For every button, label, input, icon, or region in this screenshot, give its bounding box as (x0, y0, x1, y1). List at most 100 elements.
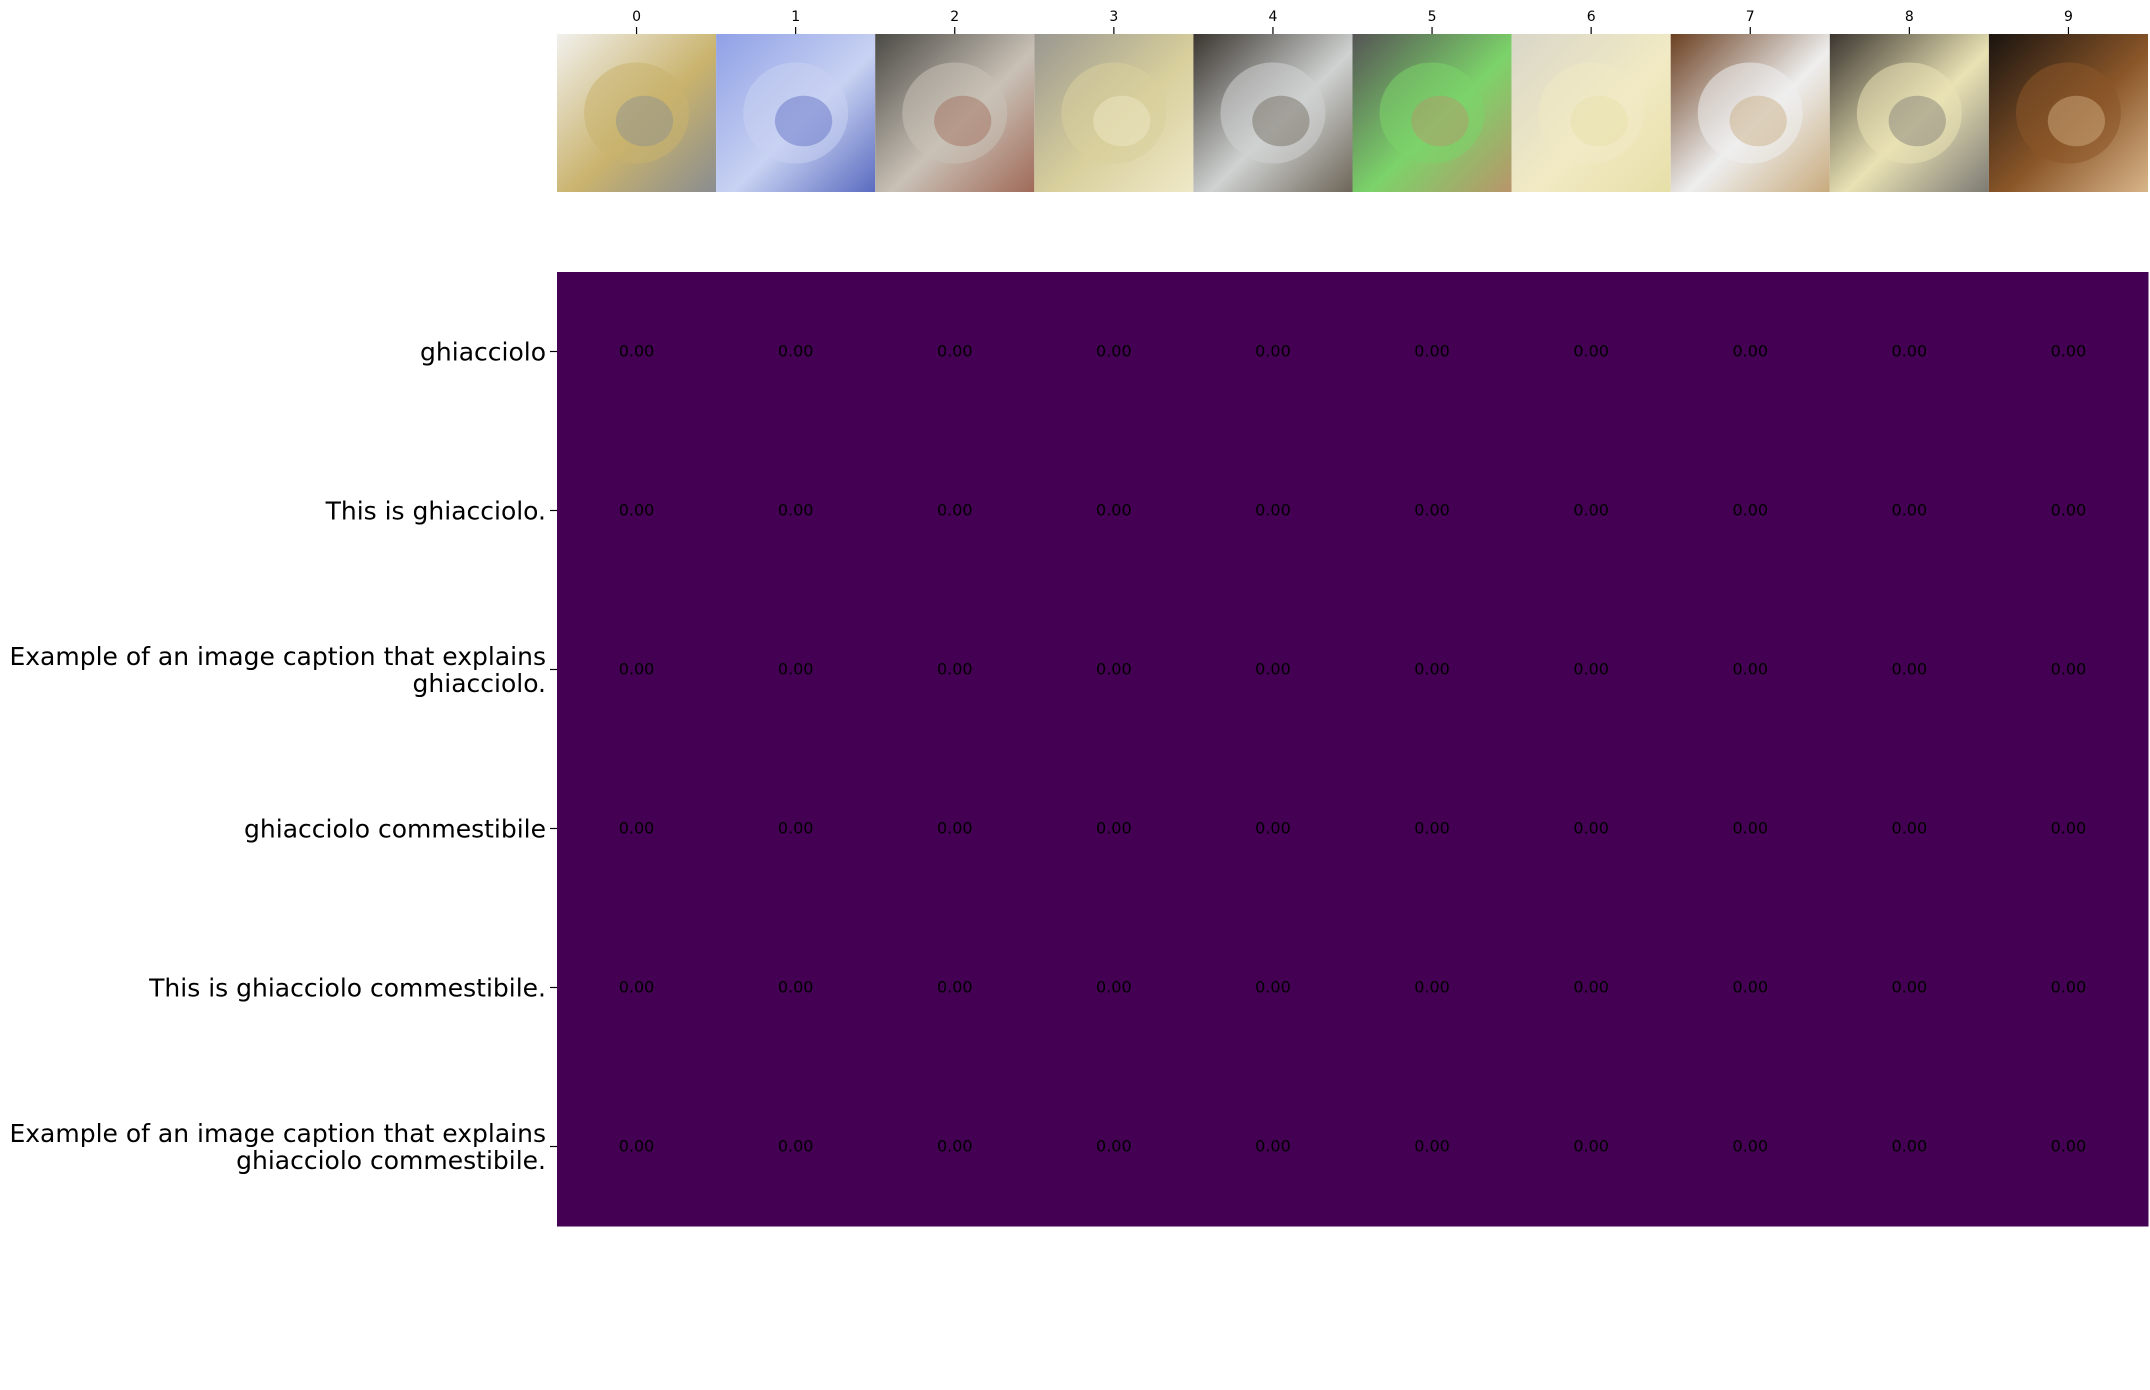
heatmap-cell (1988, 590, 2149, 750)
heatmap-cell (1352, 431, 1513, 591)
heatmap-cell (1670, 908, 1831, 1068)
heatmap-cell (716, 749, 876, 909)
cell-value-label: 0.00 (1096, 1137, 1132, 1156)
cell-value-label: 0.00 (1255, 819, 1291, 838)
y-tick-label: This is ghiacciolo. (325, 497, 546, 526)
x-tick-label: 5 (1428, 9, 1437, 25)
cell-value-label: 0.00 (1255, 660, 1291, 679)
cell-value-label: 0.00 (1096, 660, 1132, 679)
heatmap-cell (875, 749, 1035, 909)
heatmap-cell (1352, 590, 1513, 750)
cell-value-label: 0.00 (1414, 1137, 1450, 1156)
heatmap-cell (1034, 272, 1194, 432)
heatmap-cell (875, 590, 1035, 750)
cell-value-label: 0.00 (2051, 978, 2087, 997)
x-tick-label: 2 (950, 9, 959, 25)
cell-value-label: 0.00 (1573, 978, 1609, 997)
applesauce-bowl-thumbnail (1034, 34, 1194, 192)
thumbnail-row (557, 34, 2148, 192)
x-tick-label: 3 (1109, 9, 1118, 25)
fruit-salad-bowl-thumbnail (1829, 34, 1989, 192)
cell-value-label: 0.00 (1255, 978, 1291, 997)
cell-value-label: 0.00 (1414, 501, 1450, 520)
heatmap-cell (557, 749, 717, 909)
heatmap-cell (1829, 908, 1990, 1068)
cell-value-label: 0.00 (778, 819, 814, 838)
y-axis-ticks: ghiacciolo This is ghiacciolo. Example of … (9, 338, 557, 1175)
heatmap-cell (716, 1067, 876, 1227)
cell-value-label: 0.00 (619, 1137, 655, 1156)
heatmap-cell (1034, 1067, 1194, 1227)
cell-value-label: 0.00 (1573, 501, 1609, 520)
cell-value-label: 0.00 (778, 501, 814, 520)
cell-value-label: 0.00 (1096, 819, 1132, 838)
heatmap-cell (1193, 272, 1353, 432)
cell-value-label: 0.00 (1573, 819, 1609, 838)
ice-cubes-thumbnail (716, 34, 876, 192)
heatmap-cell (1034, 749, 1194, 909)
heatmap-cell (1670, 749, 1831, 909)
cell-value-label: 0.00 (1096, 978, 1132, 997)
x-axis-ticks: 0 1 2 3 4 5 6 7 8 9 (632, 9, 2073, 34)
cell-value-label: 0.00 (1892, 342, 1928, 361)
cell-value-labels: 0.00 0.00 0.00 0.00 0.00 0.00 0.00 0.00 0.00 0.00… (619, 342, 2087, 1156)
x-tick-label: 8 (1905, 9, 1914, 25)
heatmap-cell (1034, 590, 1194, 750)
y-tick-label: Example of an image caption that explain… (9, 1119, 546, 1175)
x-tick-label: 6 (1587, 9, 1596, 25)
x-tick-label: 9 (2064, 9, 2073, 25)
heatmap-cell (1352, 749, 1513, 909)
heatmap-cell (1988, 1067, 2149, 1227)
heatmap-cell (1511, 590, 1672, 750)
cell-value-label: 0.00 (2051, 501, 2087, 520)
cell-value-label: 0.00 (1255, 501, 1291, 520)
heatmap-cell (1829, 1067, 1990, 1227)
cell-value-label: 0.00 (937, 501, 973, 520)
heatmap-cell (557, 1067, 717, 1227)
heatmap-cell (1988, 431, 2149, 591)
heatmap-cell (1511, 1067, 1672, 1227)
x-tick-label: 7 (1746, 9, 1755, 25)
heatmap-cell (1511, 908, 1672, 1068)
heatmap-cell (875, 272, 1035, 432)
cell-value-label: 0.00 (619, 660, 655, 679)
heatmap-cell (1670, 431, 1831, 591)
heatmap-cells (557, 272, 2149, 1227)
cell-value-label: 0.00 (1732, 342, 1768, 361)
heatmap-cell (1670, 1067, 1831, 1227)
iced-drink-glass-thumbnail (1988, 34, 2148, 192)
cell-value-label: 0.00 (1414, 342, 1450, 361)
cell-value-label: 0.00 (2051, 819, 2087, 838)
cell-value-label: 0.00 (778, 342, 814, 361)
cell-value-label: 0.00 (937, 978, 973, 997)
cell-value-label: 0.00 (1732, 978, 1768, 997)
heatmap-cell (1988, 908, 2149, 1068)
cell-value-label: 0.00 (1892, 819, 1928, 838)
cell-value-label: 0.00 (778, 1137, 814, 1156)
heatmap-cell (716, 272, 876, 432)
heatmap-cell (716, 908, 876, 1068)
cell-value-label: 0.00 (2051, 342, 2087, 361)
cell-value-label: 0.00 (619, 978, 655, 997)
heatmap-cell (1829, 431, 1990, 591)
heatmap-cell (1988, 272, 2149, 432)
heatmap-cell (1352, 272, 1513, 432)
heatmap-cell (557, 590, 717, 750)
heatmap-cell (1193, 431, 1353, 591)
heatmap-cell (1511, 272, 1672, 432)
cell-value-label: 0.00 (2051, 660, 2087, 679)
heatmap-cell (1670, 590, 1831, 750)
cell-value-label: 0.00 (1892, 660, 1928, 679)
heatmap-cell (1670, 272, 1831, 432)
heatmap-cell (1193, 749, 1353, 909)
heatmap-cell (1511, 431, 1672, 591)
x-tick-label: 0 (632, 9, 641, 25)
y-tick-label: Example of an image caption that explain… (9, 642, 546, 698)
heatmap-cell (875, 431, 1035, 591)
y-tick-label: ghiacciolo (420, 338, 546, 367)
y-tick-label: ghiacciolo commestibile (244, 815, 546, 844)
cell-value-label: 0.00 (778, 660, 814, 679)
heatmap-cell (1034, 431, 1194, 591)
cell-value-label: 0.00 (619, 501, 655, 520)
